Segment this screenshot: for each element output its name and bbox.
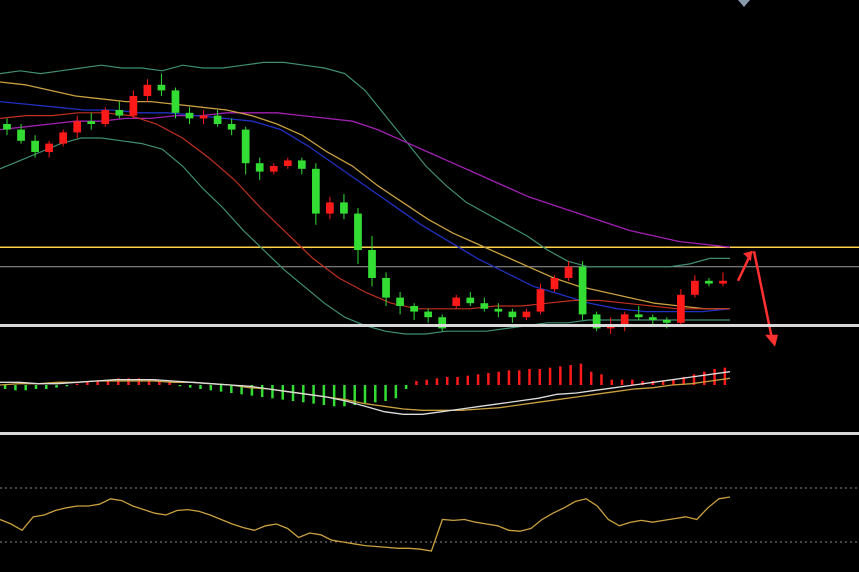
candle-body xyxy=(157,84,166,91)
candle-body xyxy=(620,314,629,326)
candle-body xyxy=(3,124,11,130)
ma-mid-line xyxy=(0,81,730,310)
candle-body xyxy=(592,314,601,329)
candle-body xyxy=(255,163,264,172)
candle-body xyxy=(241,129,250,164)
candle-body xyxy=(522,311,531,318)
candle-body xyxy=(115,110,124,116)
bollinger-upper-line xyxy=(0,61,730,268)
candle-body xyxy=(354,213,362,250)
candle-body xyxy=(312,168,320,214)
candle-body xyxy=(31,140,39,152)
macd-dif-line xyxy=(0,371,731,415)
candle-body xyxy=(297,160,306,169)
candle-body xyxy=(662,320,671,323)
candle-body xyxy=(326,202,334,214)
macd-dea-line xyxy=(0,377,731,411)
up-arrow-head xyxy=(743,251,752,262)
candle-body xyxy=(564,266,573,278)
ma-long-line xyxy=(0,112,731,248)
candle-body xyxy=(213,115,222,124)
candle-body xyxy=(677,294,685,323)
top-marker-icon xyxy=(738,0,750,7)
candle-body xyxy=(508,311,517,318)
candle-body xyxy=(340,202,348,214)
candle-body xyxy=(283,160,292,166)
candle-body xyxy=(185,112,194,119)
candle-body xyxy=(199,115,208,119)
bollinger-lower-line xyxy=(0,137,730,335)
candle-body xyxy=(143,84,152,96)
candle-body xyxy=(101,110,110,124)
candle-body xyxy=(45,143,53,152)
candle-body xyxy=(438,317,447,329)
candle-body xyxy=(691,280,699,295)
candle-body xyxy=(17,129,25,141)
candle-body xyxy=(634,314,643,318)
candle-body xyxy=(424,311,433,318)
candle-body xyxy=(410,306,418,312)
candle-body xyxy=(494,308,503,312)
panel-divider xyxy=(0,432,859,435)
ma-short-line xyxy=(0,112,730,310)
candle-body xyxy=(719,280,727,284)
candle-body xyxy=(382,278,390,298)
candle-body xyxy=(550,278,559,290)
candle-body xyxy=(368,250,376,278)
panel-divider xyxy=(0,324,859,327)
candle-body xyxy=(171,90,180,113)
candle-body xyxy=(73,121,82,133)
candle-body xyxy=(227,124,236,130)
down-arrow-head xyxy=(765,334,778,347)
candle-body xyxy=(87,121,96,124)
candle-body xyxy=(466,297,475,304)
candle-body xyxy=(59,132,68,144)
candle-body xyxy=(452,297,461,306)
candle-body xyxy=(705,280,713,284)
candle-body xyxy=(480,303,489,309)
ma-blue-line xyxy=(0,100,731,313)
candle-body xyxy=(536,289,545,312)
candle-body xyxy=(129,96,138,116)
candle-body xyxy=(648,317,657,320)
candle-body xyxy=(396,297,404,306)
candle-body xyxy=(578,266,587,315)
oscillator-line xyxy=(0,496,731,552)
candle-body xyxy=(269,166,278,172)
